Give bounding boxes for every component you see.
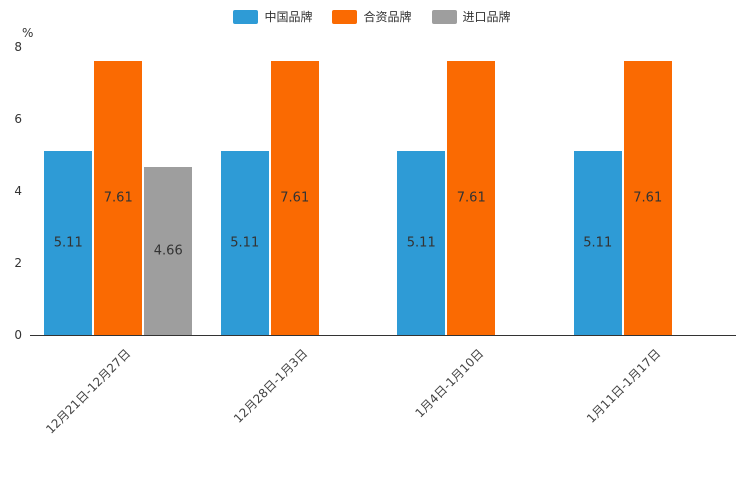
legend-item-2[interactable]: 进口品牌 bbox=[431, 8, 511, 25]
plot-area: 0 2 4 6 8 5.11 7.61 4.66 12月21日-12月27日 5.11 7.61 12… bbox=[14, 40, 736, 437]
bar-value-label: 7.61 bbox=[456, 190, 486, 206]
legend-item-1[interactable]: 合资品牌 bbox=[332, 8, 412, 25]
bar-中国品牌-2: 5.11 bbox=[397, 151, 446, 335]
bar-中国品牌-3: 5.11 bbox=[573, 151, 622, 335]
bar-value-label: 5.11 bbox=[230, 235, 260, 251]
legend-label: 合资品牌 bbox=[363, 10, 412, 24]
bar-中国品牌-1: 5.11 bbox=[220, 151, 269, 335]
bar-value-label: 5.11 bbox=[53, 235, 83, 251]
bar-value-label: 5.11 bbox=[583, 235, 613, 251]
y-axis-tick-label: 8 bbox=[14, 40, 22, 54]
x-axis-tick-label: 12月21日-12月27日 bbox=[43, 346, 134, 437]
y-axis-tick-label: 4 bbox=[14, 184, 22, 198]
bar-合资品牌-1: 7.61 bbox=[270, 61, 319, 335]
x-axis-tick-label: 1月11日-1月17日 bbox=[583, 346, 664, 426]
bar-合资品牌-2: 7.61 bbox=[447, 61, 496, 335]
bar-value-label: 7.61 bbox=[280, 190, 310, 206]
bar-进口品牌-0: 4.66 bbox=[144, 167, 193, 335]
y-axis-unit-label: % bbox=[22, 26, 34, 40]
y-axis-tick-label: 6 bbox=[14, 112, 22, 126]
legend-swatch-icon bbox=[332, 9, 358, 24]
chart-legend: 中国品牌 合资品牌 进口品牌 bbox=[0, 8, 744, 25]
bar-中国品牌-0: 5.11 bbox=[44, 151, 93, 335]
bar-value-label: 5.11 bbox=[406, 235, 436, 251]
bar-合资品牌-3: 7.61 bbox=[623, 61, 672, 335]
legend-swatch-icon bbox=[233, 9, 259, 24]
bar-value-label: 4.66 bbox=[153, 243, 183, 259]
y-axis-tick-label: 2 bbox=[14, 256, 22, 270]
legend-label: 进口品牌 bbox=[462, 10, 511, 24]
bar-value-label: 7.61 bbox=[103, 190, 133, 206]
x-axis-tick-label: 12月28日-1月3日 bbox=[230, 346, 311, 426]
legend-item-0[interactable]: 中国品牌 bbox=[233, 8, 312, 25]
y-axis-tick-label: 0 bbox=[14, 328, 22, 342]
x-axis-tick-label: 1月4日-1月10日 bbox=[412, 346, 487, 421]
bar-合资品牌-0: 7.61 bbox=[94, 61, 143, 335]
legend-swatch-icon bbox=[431, 9, 457, 24]
bar-value-label: 7.61 bbox=[633, 190, 663, 206]
legend-label: 中国品牌 bbox=[264, 10, 313, 24]
